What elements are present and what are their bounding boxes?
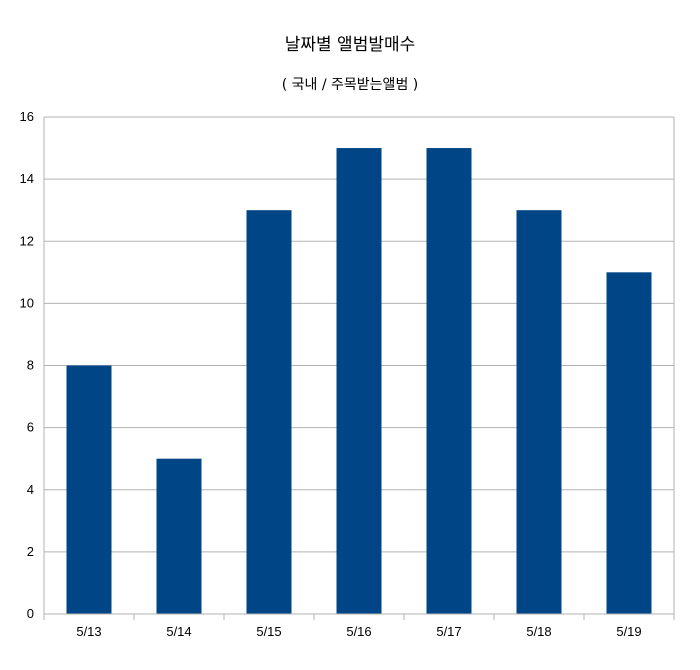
x-tick-label: 5/18 xyxy=(526,624,551,639)
bar xyxy=(246,210,292,614)
x-tick-label: 5/19 xyxy=(616,624,641,639)
y-tick-label: 4 xyxy=(27,482,34,497)
y-tick-label: 8 xyxy=(27,358,34,373)
bar xyxy=(516,210,562,614)
x-tick-label: 5/14 xyxy=(166,624,191,639)
y-tick-label: 14 xyxy=(20,171,34,186)
chart-title: 날짜별 앨범발매수 xyxy=(284,35,416,55)
y-tick-label: 16 xyxy=(20,109,34,124)
x-tick-label: 5/15 xyxy=(256,624,281,639)
chart-subtitle: ( 국내 / 주목받는앨범 ) xyxy=(281,77,419,93)
bar xyxy=(66,365,112,614)
x-tick-label: 5/17 xyxy=(436,624,461,639)
bar xyxy=(336,148,382,614)
x-tick-label: 5/16 xyxy=(346,624,371,639)
y-tick-label: 2 xyxy=(27,544,34,559)
bar xyxy=(156,458,202,614)
y-tick-label: 12 xyxy=(20,233,34,248)
x-tick-label: 5/13 xyxy=(76,624,101,639)
y-tick-label: 10 xyxy=(20,295,34,310)
bar xyxy=(606,272,652,614)
y-tick-label: 6 xyxy=(27,420,34,435)
y-tick-label: 0 xyxy=(27,606,34,621)
bar xyxy=(426,148,472,614)
